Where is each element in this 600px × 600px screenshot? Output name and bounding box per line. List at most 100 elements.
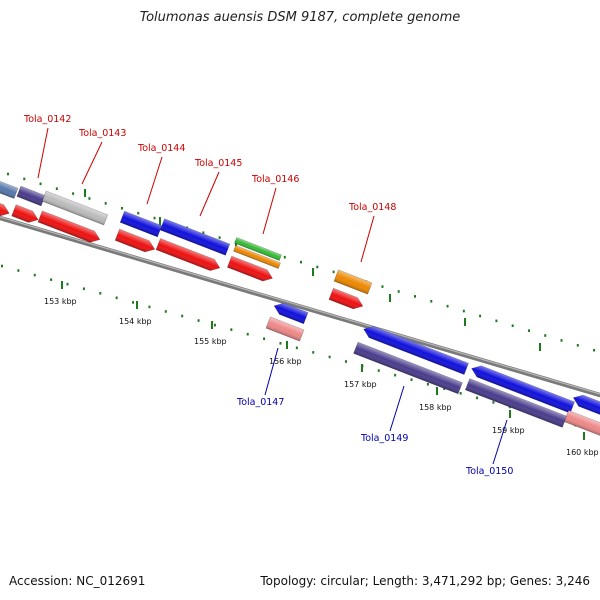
grid-dot (104, 202, 107, 205)
grid-dot (560, 339, 563, 342)
label-leader (199, 171, 220, 217)
gene-label[interactable]: Tola_0144 (137, 143, 185, 154)
gene-label[interactable]: Tola_0143 (78, 128, 126, 139)
upper-dot-line (7, 172, 596, 352)
gene-label[interactable]: Tola_0142 (23, 114, 71, 125)
grid-dot (82, 287, 85, 291)
cds-arrow (226, 255, 273, 282)
label-leader (389, 385, 405, 432)
grid-dot (39, 182, 42, 186)
grid-dot (410, 378, 413, 381)
grid-dot (381, 285, 384, 288)
grid-dot (328, 355, 331, 359)
gene-block-tola0143 (41, 190, 109, 226)
cds-arrow (11, 204, 39, 223)
scale-tick-label: 156 kbp (269, 357, 302, 366)
grid-dot (283, 255, 286, 259)
grid-dot (316, 265, 319, 269)
cds-arrow (114, 228, 156, 253)
gene-block-tola0145 (159, 218, 231, 256)
label-leader (81, 141, 103, 185)
grid-dot (479, 314, 482, 318)
scale-tick-label: 155 kbp (194, 337, 227, 346)
label-leader (264, 347, 279, 396)
grid-dot (377, 369, 380, 372)
cds-arrow (0, 198, 10, 217)
scale-tick-label: 158 kbp (419, 403, 452, 412)
figure-title: Tolumonas auensis DSM 9187, complete gen… (139, 10, 461, 25)
backbone-layer (0, 215, 600, 398)
grid-dot (120, 206, 123, 210)
label-leader (360, 215, 375, 263)
scale-tick-label: 153 kbp (44, 297, 77, 306)
scale-tick-label: 160 kbp (566, 448, 599, 457)
grid-dot (426, 382, 429, 386)
grid-dot (476, 396, 479, 400)
cds-arrow-reverse (572, 394, 600, 419)
gene-label[interactable]: Tola_0148 (348, 202, 396, 213)
gene-block (563, 410, 600, 438)
scale-tick-label: 154 kbp (119, 317, 152, 326)
label-leader (146, 156, 163, 205)
grid-dot (72, 192, 75, 195)
topology-text: Topology: circular; Length: 3,471,292 bp… (260, 574, 590, 588)
grid-dot (495, 319, 498, 323)
grid-dot (148, 305, 151, 309)
gene-block-tola0146 (234, 237, 282, 261)
cds-arrow-reverse (471, 365, 575, 414)
feature-layer (0, 177, 600, 438)
grid-dot (33, 273, 36, 277)
grid-dot (394, 373, 397, 377)
grid-dot (430, 299, 433, 303)
gene-block-tola0147 (265, 316, 305, 342)
grid-dot (527, 329, 530, 332)
gene-block-tola0142 (16, 185, 46, 207)
grid-dot (230, 328, 233, 331)
gene-label[interactable]: Tola_0149 (360, 433, 408, 444)
label-leader (37, 127, 49, 179)
grid-dot (7, 172, 9, 176)
grid-dot (593, 348, 596, 352)
grid-dot (202, 231, 205, 235)
grid-dot (115, 296, 118, 300)
grid-dot (397, 290, 400, 293)
gene-label[interactable]: Tola_0145 (194, 158, 242, 169)
grid-dot (511, 324, 514, 328)
grid-dot (462, 309, 465, 313)
label-leader (492, 419, 508, 465)
grid-dot (492, 401, 495, 404)
grid-dot (50, 278, 53, 281)
grid-dot (300, 260, 303, 264)
grid-dot (312, 351, 315, 354)
grid-dot (137, 211, 140, 215)
grid-dot (446, 304, 449, 308)
cds-arrow (328, 287, 364, 310)
grid-dot (1, 264, 3, 268)
gene-block (0, 177, 19, 199)
grid-dot (88, 197, 91, 200)
lower-dot-line (1, 264, 593, 431)
cds-arrow-reverse (363, 326, 469, 375)
gene-label[interactable]: Tola_0150 (465, 466, 513, 477)
grid-dot (99, 291, 102, 295)
grid-dot (153, 216, 156, 220)
grid-dot (295, 346, 298, 350)
cds-arrow-reverse (273, 302, 309, 325)
grid-dot (263, 337, 266, 341)
grid-dot (246, 332, 249, 336)
grid-dot (544, 334, 547, 337)
gene-label[interactable]: Tola_0146 (251, 174, 299, 185)
grid-dot (218, 236, 221, 239)
gene-label[interactable]: Tola_0147 (236, 397, 284, 408)
grid-dot (279, 342, 282, 345)
gene-block-tola0144 (119, 210, 163, 238)
grid-dot (344, 360, 347, 363)
label-leader (262, 187, 277, 235)
grid-dot (459, 392, 462, 395)
scale-tick-label: 157 kbp (344, 380, 377, 389)
gene-block-tola0148 (333, 269, 373, 295)
grid-dot (132, 301, 135, 304)
gene-block-tola0149 (353, 341, 463, 395)
